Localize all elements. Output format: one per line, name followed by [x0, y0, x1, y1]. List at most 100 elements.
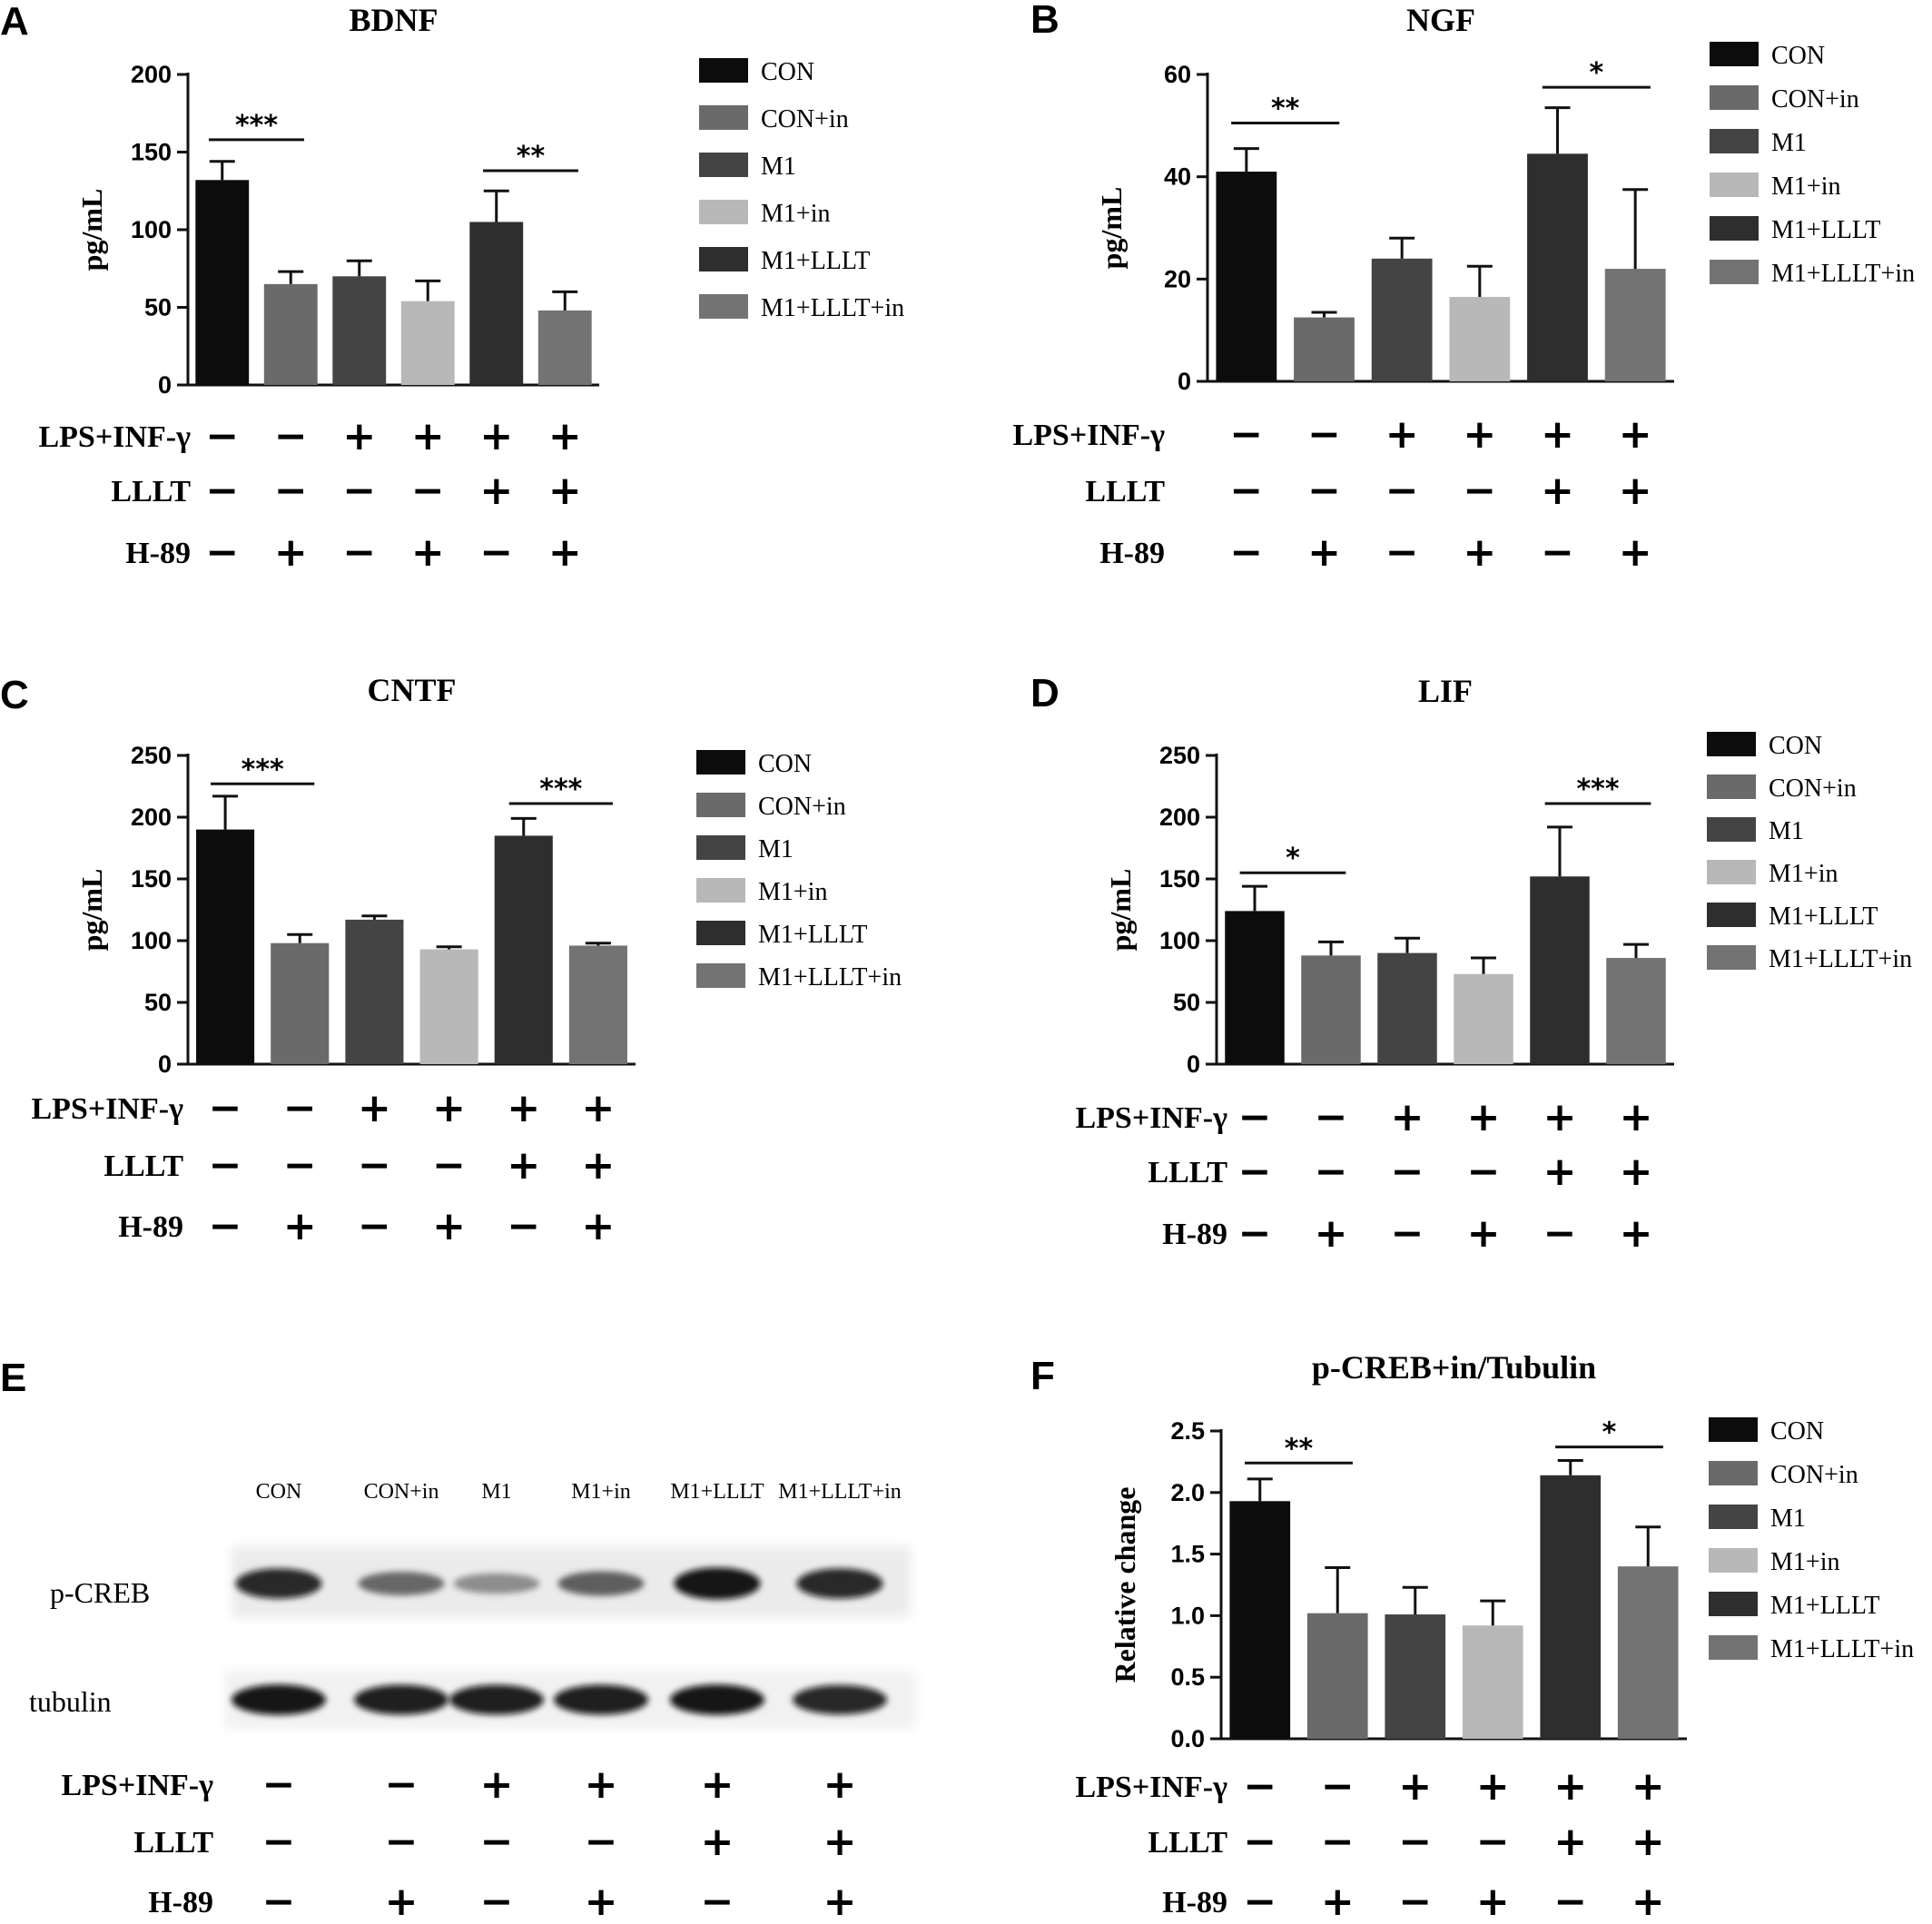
- panel-a-condition-symbol-1-4: +: [479, 468, 513, 514]
- bar-con-plus-in: [1294, 317, 1355, 381]
- legend-entry: M1+LLLT+in: [1770, 1635, 1914, 1663]
- panel-b-condition-symbol-1-5: +: [1619, 468, 1652, 514]
- panel-a-condition-symbol-2-5: +: [548, 529, 582, 576]
- y-tick-label: 0.0: [1170, 1725, 1205, 1752]
- panel-c-condition-symbol-2-1: +: [283, 1203, 317, 1249]
- blot-lane-label: M1+in: [571, 1480, 631, 1504]
- panel-d-condition-symbol-2-2: −: [1391, 1210, 1424, 1257]
- bar-m1-plus-lllt-plus-in: [537, 310, 592, 385]
- panel-a-condition-symbol-0-0: −: [205, 413, 239, 459]
- blot-row-label-tubulin: tubulin: [29, 1685, 112, 1718]
- panel-a-condition-label-0: LPS+INF-γ: [38, 420, 191, 454]
- panel-c-condition-symbol-1-2: −: [358, 1142, 391, 1189]
- panel-d-condition-symbol-1-4: +: [1543, 1149, 1577, 1195]
- y-axis-label: pg/mL: [75, 869, 108, 952]
- panel-a-condition-symbol-2-3: +: [411, 529, 445, 576]
- panel-b-condition-label-0: LPS+INF-γ: [1012, 419, 1165, 452]
- bar-con: [196, 829, 255, 1064]
- bar-m1: [1371, 258, 1433, 381]
- blot-lane-label: M1: [481, 1480, 511, 1504]
- panel-d-condition-symbol-0-3: +: [1467, 1094, 1501, 1140]
- legend-entry: M1: [758, 835, 794, 863]
- bar-m1-plus-in: [1454, 973, 1513, 1064]
- pcreb-band: [796, 1568, 883, 1599]
- tubulin-band: [554, 1684, 648, 1715]
- legend-entry: M1+in: [1771, 173, 1840, 201]
- panel-d-condition-symbol-1-1: −: [1315, 1149, 1348, 1195]
- blot-lane-label: M1+LLLT: [670, 1480, 764, 1504]
- bar-m1-plus-in: [1449, 297, 1511, 381]
- y-tick-label: 0: [1187, 1051, 1200, 1078]
- y-tick-label: 20: [1164, 265, 1191, 292]
- panel-e-condition-symbol-2-3: +: [585, 1879, 618, 1924]
- panel-d-condition-symbol-0-0: −: [1238, 1094, 1272, 1140]
- panel-b-condition-symbol-1-1: −: [1307, 468, 1341, 514]
- panel-e-condition-symbol-0-2: +: [480, 1761, 514, 1808]
- panel-e-condition-symbol-2-0: −: [262, 1879, 296, 1924]
- bar-m1-plus-lllt-plus-in: [1606, 958, 1666, 1064]
- panel-b-condition-symbol-2-3: +: [1463, 529, 1496, 576]
- legend-entry: M1+LLLT: [761, 247, 871, 275]
- legend-swatch: [1709, 1461, 1758, 1485]
- y-tick-label: 200: [1159, 804, 1200, 831]
- legend-swatch: [1709, 1505, 1758, 1529]
- panel-label: E: [0, 1356, 26, 1400]
- bar-m1-plus-in: [419, 949, 478, 1064]
- tubulin-band: [670, 1684, 764, 1715]
- y-axis-label: Relative change: [1109, 1487, 1141, 1683]
- legend-entry: CON: [1769, 732, 1822, 760]
- panel-c-condition-symbol-0-1: −: [283, 1085, 317, 1131]
- blot-lane-label: M1+LLLT+in: [778, 1480, 902, 1504]
- panel-f-condition-symbol-2-1: +: [1321, 1879, 1355, 1924]
- legend-swatch: [1710, 129, 1759, 153]
- panel-a-condition-label-2: H-89: [125, 537, 191, 570]
- panel-a-condition-symbol-1-5: +: [548, 468, 582, 514]
- legend-entry: M1: [761, 153, 796, 181]
- panel-f-condition-symbol-1-3: −: [1476, 1819, 1510, 1865]
- y-tick-label: 60: [1164, 61, 1191, 88]
- pcreb-band: [453, 1573, 540, 1594]
- panel-e-condition-symbol-1-1: −: [385, 1819, 419, 1865]
- y-tick-label: 1.0: [1170, 1602, 1205, 1629]
- panel-b-condition-symbol-2-5: +: [1619, 529, 1652, 576]
- panel-e-condition-label-2: H-89: [148, 1886, 213, 1919]
- legend-swatch: [1709, 1417, 1758, 1442]
- bar-con-plus-in: [271, 942, 330, 1064]
- panel-c-condition-symbol-1-3: −: [432, 1142, 466, 1189]
- bar-m1-plus-lllt: [1527, 153, 1588, 381]
- panel-label: B: [1030, 0, 1060, 42]
- legend-entry: M1+in: [1769, 860, 1838, 888]
- y-axis-label: pg/mL: [1104, 869, 1137, 952]
- panel-a-condition-symbol-0-3: +: [411, 413, 445, 459]
- panel-a-condition-symbol-1-1: −: [274, 468, 308, 514]
- panel-d-condition-symbol-0-5: +: [1620, 1094, 1653, 1140]
- panel-a-condition-symbol-2-4: −: [479, 529, 513, 576]
- legend-entry: M1+LLLT+in: [1771, 260, 1915, 288]
- legend-swatch: [1710, 173, 1759, 197]
- legend-entry: M1+LLLT: [758, 921, 868, 949]
- legend-entry: M1+in: [758, 878, 827, 906]
- bar-m1: [345, 919, 404, 1064]
- legend-swatch: [1707, 945, 1756, 970]
- panel-b-condition-symbol-0-2: +: [1385, 411, 1419, 458]
- chart-title: LIF: [1418, 673, 1473, 709]
- panel-b-condition-symbol-1-2: −: [1385, 468, 1419, 514]
- panel-e: E CON CON+in M1 M1+in M1+LLLT M1+LLLT+in p-CREB…: [0, 1356, 915, 1924]
- y-tick-label: 200: [131, 804, 172, 831]
- significance-label: **: [1285, 1433, 1314, 1465]
- panel-c-condition-symbol-1-1: −: [283, 1142, 317, 1189]
- panel-f-condition-label-0: LPS+INF-γ: [1075, 1771, 1227, 1804]
- legend-entry: M1+in: [1770, 1548, 1839, 1576]
- panel-d-condition-label-1: LLLT: [1148, 1156, 1227, 1189]
- panel-d: D LIF050100150200250pg/mL****CONCON+inM1M…: [1030, 671, 1912, 1257]
- bar-m1-plus-lllt-plus-in: [1604, 269, 1666, 381]
- legend-swatch: [1710, 42, 1759, 66]
- legend-swatch: [699, 58, 748, 83]
- y-tick-label: 150: [131, 139, 172, 166]
- panel-e-condition-symbol-0-3: +: [585, 1761, 618, 1808]
- panel-b-condition-symbol-1-0: −: [1229, 468, 1263, 514]
- panel-e-condition-symbol-2-4: −: [701, 1879, 734, 1924]
- significance-label: ***: [235, 110, 278, 142]
- legend-entry: CON+in: [758, 793, 846, 821]
